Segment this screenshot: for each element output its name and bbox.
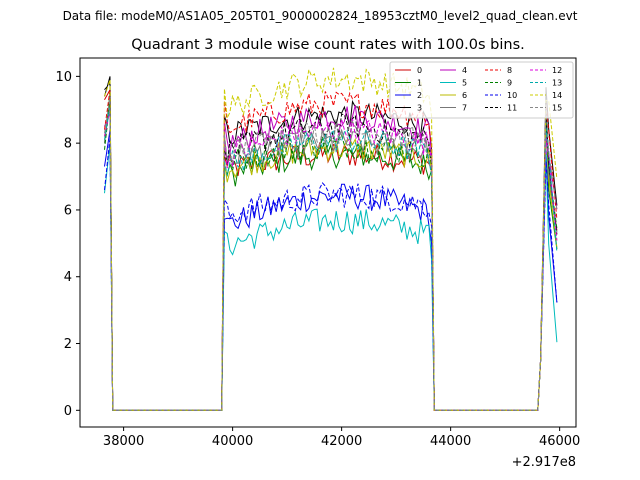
legend-label-8: 8	[507, 66, 512, 75]
legend-label-5: 5	[462, 79, 467, 88]
y-axis: 0 2 4 6 8 10	[55, 70, 80, 419]
y-tick-label: 2	[64, 337, 72, 352]
x-offset-label: +2.917e8	[512, 455, 576, 470]
y-tick-label: 8	[64, 137, 72, 152]
series-line-14	[104, 67, 558, 411]
axes-frame	[79, 57, 577, 428]
legend-label-2: 2	[417, 91, 422, 100]
legend-label-11: 11	[507, 104, 517, 113]
legend-label-1: 1	[417, 79, 422, 88]
x-tick-label: 46000	[539, 434, 580, 449]
legend-label-12: 12	[552, 66, 562, 75]
chart-suptitle: Data file: modeM0/AS1A05_205T01_90000028…	[63, 9, 578, 23]
legend-label-7: 7	[462, 104, 467, 113]
series-line-10	[104, 136, 558, 411]
x-tick-label: 42000	[321, 434, 362, 449]
series-line-2	[104, 129, 558, 411]
x-tick-label: 40000	[212, 434, 253, 449]
series-line-15	[104, 96, 558, 411]
series-line-6	[104, 103, 558, 411]
y-tick-label: 0	[64, 404, 72, 419]
series-line-11	[104, 81, 558, 411]
y-tick-label: 4	[64, 270, 72, 285]
legend-label-14: 14	[552, 91, 562, 100]
legend-label-3: 3	[417, 104, 422, 113]
series-line-9	[104, 99, 558, 411]
chart-title: Quadrant 3 module wise count rates with …	[131, 37, 525, 53]
legend-label-6: 6	[462, 91, 467, 100]
y-tick-label: 6	[64, 203, 72, 218]
legend-label-0: 0	[417, 66, 422, 75]
x-tick-label: 44000	[430, 434, 471, 449]
legend-label-4: 4	[462, 66, 467, 75]
series-line-3	[104, 76, 558, 411]
legend-label-9: 9	[507, 79, 512, 88]
legend-label-10: 10	[507, 91, 517, 100]
y-tick-label: 10	[55, 70, 72, 85]
series-line-5	[104, 143, 558, 411]
series-group	[104, 67, 558, 411]
x-axis: 38000 40000 42000 44000 46000	[103, 427, 580, 449]
legend-label-15: 15	[552, 104, 562, 113]
x-tick-label: 38000	[103, 434, 144, 449]
series-line-13	[104, 106, 558, 411]
legend-box	[389, 61, 574, 119]
legend-label-13: 13	[552, 79, 562, 88]
series-line-4	[104, 104, 558, 411]
